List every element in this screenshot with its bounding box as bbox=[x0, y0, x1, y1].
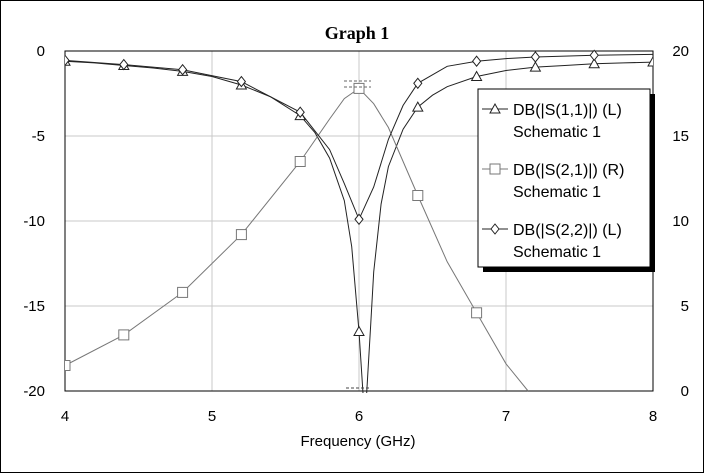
triangle-marker bbox=[411, 101, 424, 112]
triangle-marker bbox=[470, 70, 483, 81]
y-right-tick-label: 10 bbox=[672, 213, 689, 230]
diamond-marker bbox=[589, 49, 599, 62]
x-tick-label: 7 bbox=[502, 408, 510, 425]
square-marker bbox=[471, 307, 483, 319]
square-marker bbox=[294, 156, 306, 167]
square-marker bbox=[412, 190, 424, 201]
y-right-tick-label: 0 bbox=[681, 383, 689, 400]
x-tick-label: 4 bbox=[61, 408, 69, 425]
triangle-marker bbox=[647, 56, 653, 67]
square-marker bbox=[177, 286, 189, 298]
y-left-tick-label: 0 bbox=[37, 43, 45, 60]
y-left-tick-label: -10 bbox=[23, 213, 45, 230]
series-group bbox=[65, 49, 653, 393]
diamond-marker bbox=[236, 75, 247, 88]
y-left-tick-label: -15 bbox=[23, 298, 45, 315]
triangle-marker bbox=[529, 61, 542, 72]
y-left-tick-label: -5 bbox=[32, 128, 45, 145]
y-right-tick-label: 15 bbox=[672, 128, 689, 145]
diamond-marker bbox=[413, 77, 423, 90]
legend-series-name: DB(|S(2,1)|) (R) bbox=[513, 162, 624, 179]
y-right-tick-label: 5 bbox=[681, 298, 689, 315]
legend: DB(|S(1,1)|) (L) Schematic 1 DB(|S(2,1)|) … bbox=[477, 88, 655, 272]
diamond-marker bbox=[177, 63, 188, 76]
square-marker bbox=[235, 229, 247, 241]
axes: 4 5 6 7 8 0 -5 -10 -15 -20 20 15 10 5 0 bbox=[23, 43, 689, 425]
diamond-marker bbox=[354, 213, 364, 226]
legend-series-name: DB(|S(1,1)|) (L) bbox=[513, 102, 622, 119]
chart-title: Graph 1 bbox=[325, 23, 390, 43]
square-marker bbox=[118, 329, 130, 341]
square-marker bbox=[489, 163, 501, 175]
diamond-marker bbox=[490, 223, 500, 235]
triangle-marker bbox=[489, 102, 501, 114]
diamond-marker bbox=[471, 55, 482, 68]
series-line bbox=[65, 60, 653, 393]
x-tick-label: 6 bbox=[355, 408, 363, 425]
square-marker bbox=[65, 360, 71, 371]
triangle-marker bbox=[353, 325, 365, 336]
x-tick-label: 5 bbox=[208, 408, 216, 425]
diamond-marker bbox=[530, 51, 541, 63]
legend-series-source: Schematic 1 bbox=[513, 124, 601, 141]
series-square bbox=[65, 82, 529, 392]
x-axis-label: Frequency (GHz) bbox=[300, 433, 415, 450]
triangle-marker bbox=[588, 57, 601, 69]
y-right-tick-label: 20 bbox=[672, 43, 689, 60]
legend-series-name: DB(|S(2,2)|) (L) bbox=[513, 222, 622, 239]
legend-series-source: Schematic 1 bbox=[513, 244, 601, 261]
x-tick-label: 8 bbox=[649, 408, 657, 425]
series-line bbox=[65, 53, 653, 221]
series-diamond bbox=[65, 49, 653, 226]
diamond-marker bbox=[65, 54, 70, 67]
diamond-marker bbox=[119, 58, 129, 71]
legend-series-source: Schematic 1 bbox=[513, 184, 601, 201]
square-marker bbox=[353, 82, 365, 94]
legend-box bbox=[477, 88, 651, 268]
y-left-tick-label: -20 bbox=[23, 383, 45, 400]
diamond-marker bbox=[295, 106, 305, 119]
